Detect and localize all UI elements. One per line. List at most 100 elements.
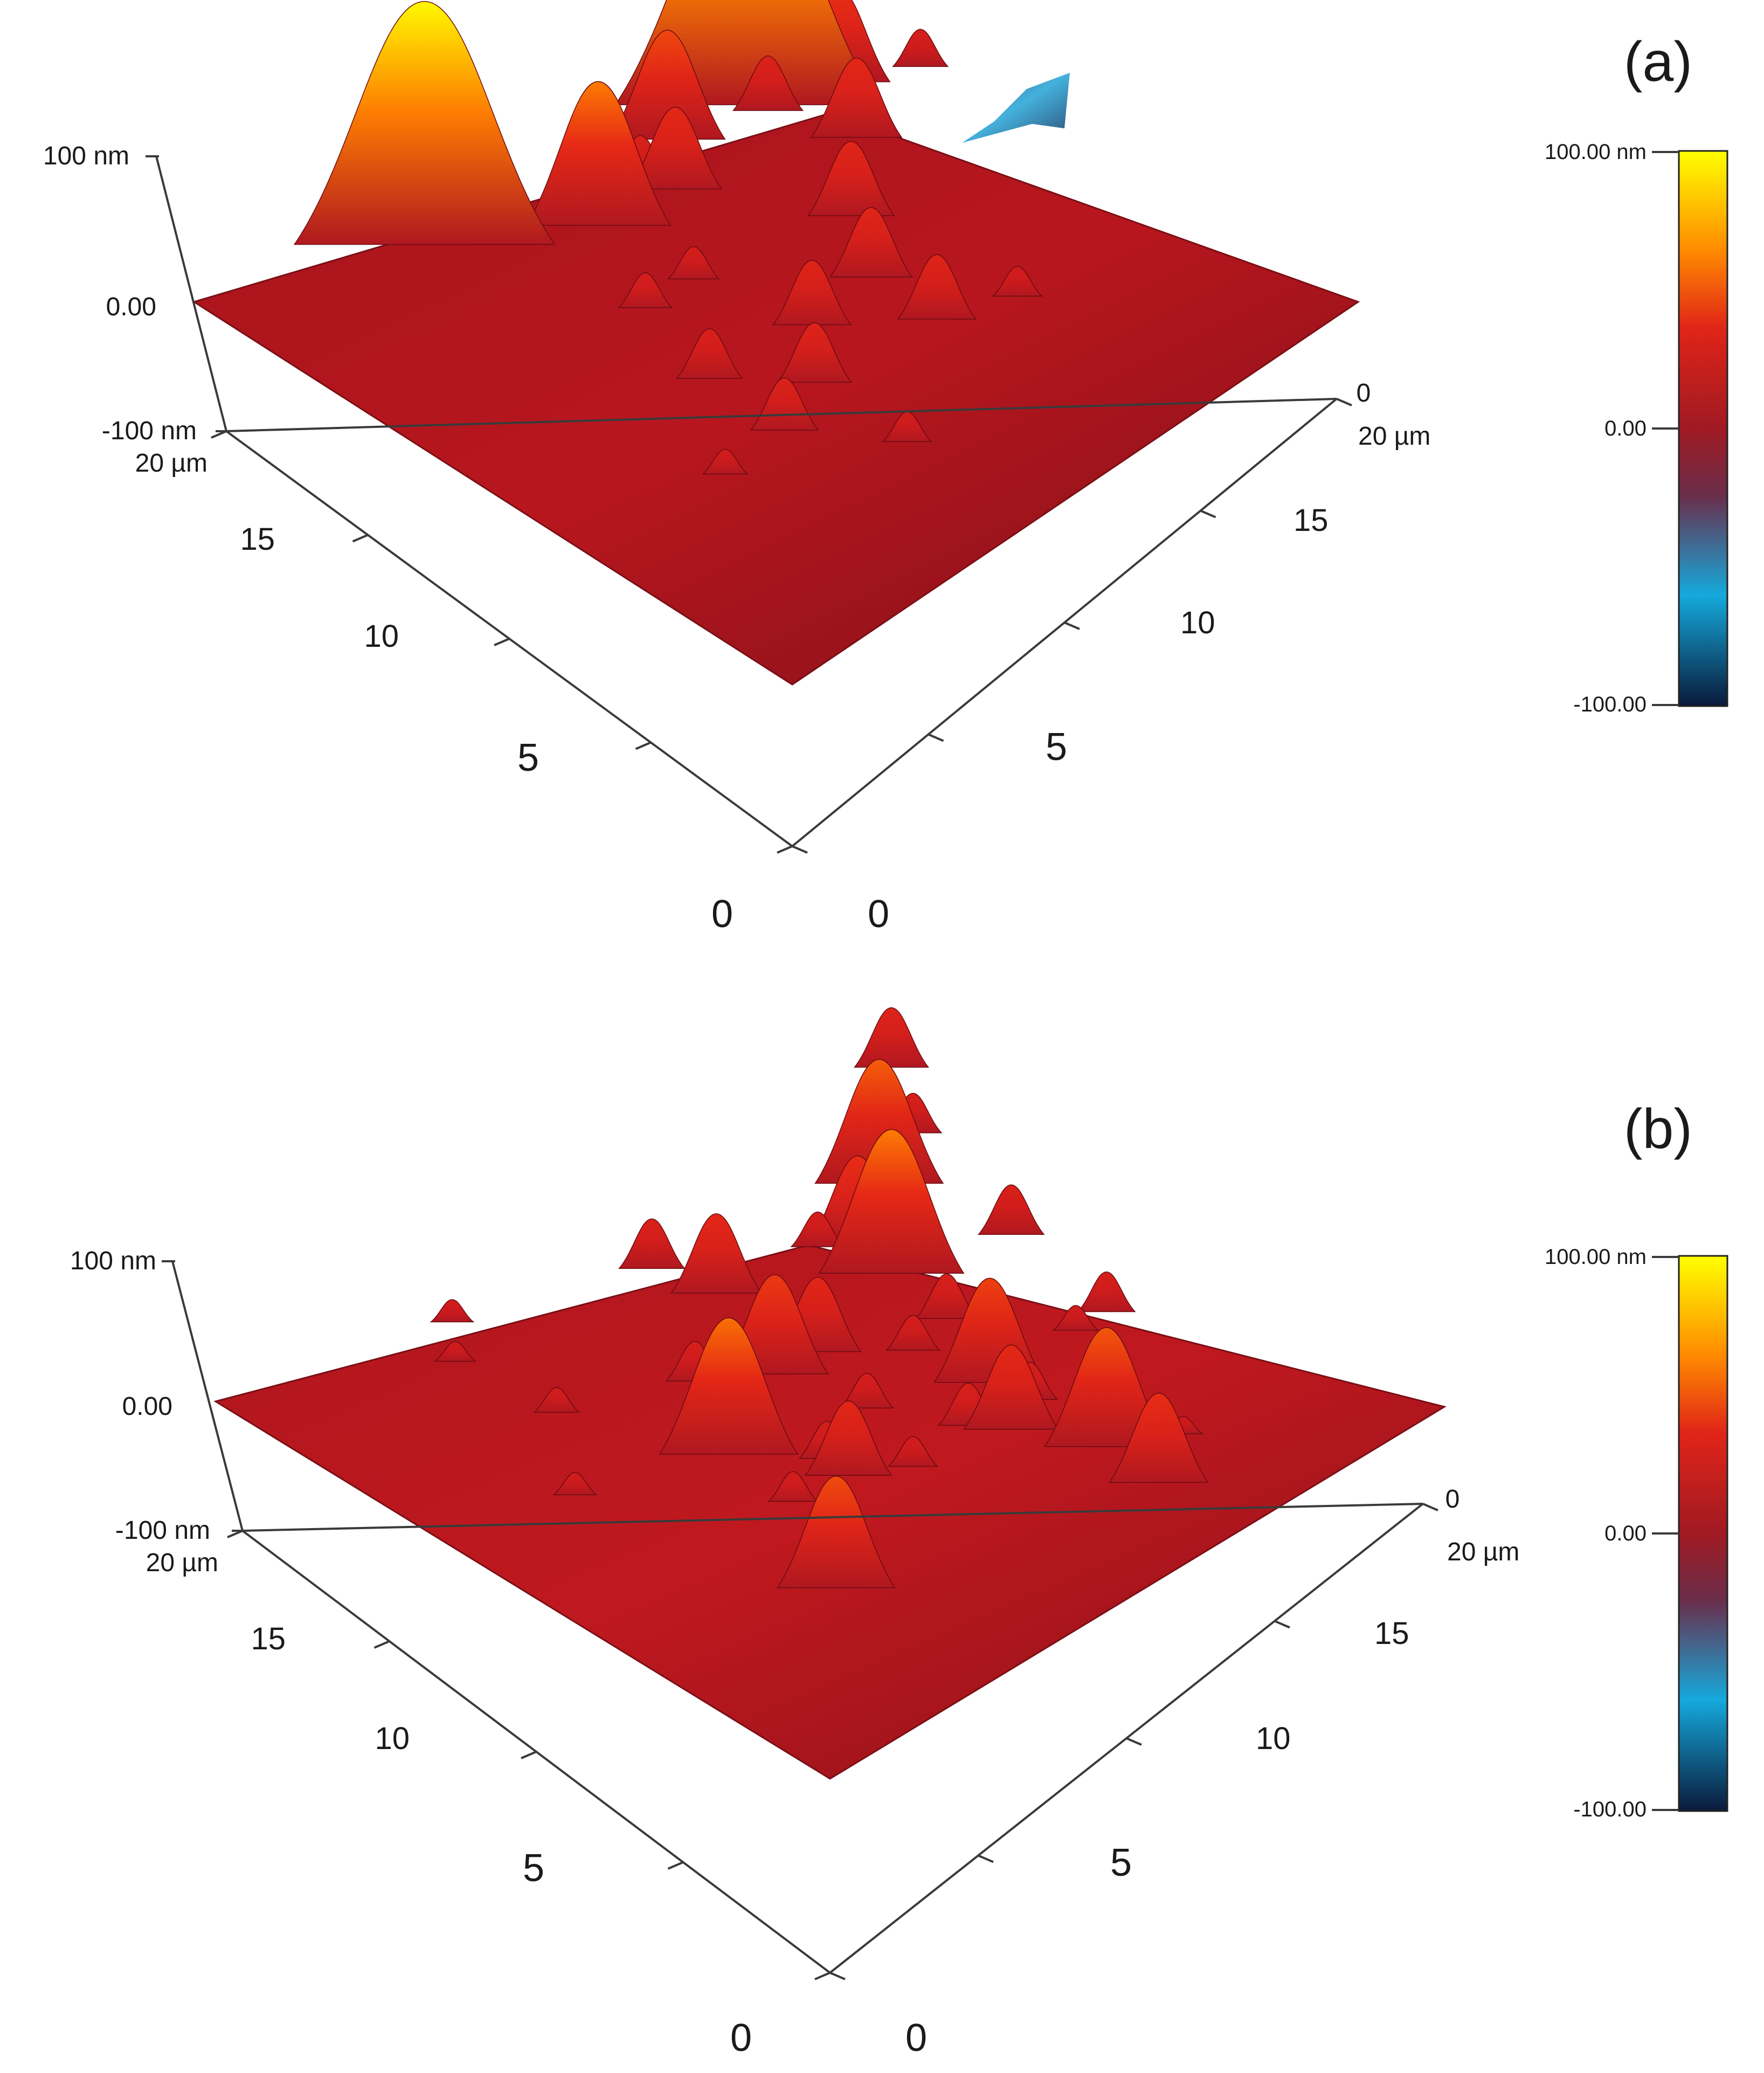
surface-peak: [897, 254, 977, 320]
surface-peak: [293, 1, 556, 245]
left-axis-label-15: 15: [240, 522, 275, 557]
surface-peak: [854, 1007, 929, 1068]
left-axis-tick: [667, 1861, 684, 1870]
surface-peak: [608, 30, 726, 140]
axis-ticks: [227, 1503, 1438, 1980]
right-axis-tick: [928, 733, 944, 742]
peak-group: [293, 0, 1043, 475]
panel-label: (b): [1624, 1098, 1692, 1160]
base-back-line: [226, 398, 1337, 432]
surface-peak: [676, 328, 743, 379]
surface-peak: [777, 1475, 896, 1588]
surface-peak: [767, 1471, 819, 1502]
surface-peak: [552, 1472, 598, 1495]
surface-peak: [777, 322, 853, 383]
surface-peak: [978, 1184, 1045, 1235]
surface-peak: [670, 1213, 763, 1294]
surface-peak: [772, 260, 852, 326]
surface-peak: [1077, 1272, 1136, 1312]
right-axis-label-15: 15: [1293, 503, 1329, 538]
colorbar-label-bottom: -100.00: [1573, 693, 1647, 716]
z-tick-label-zero: 0.00: [122, 1392, 172, 1421]
surface-peak: [807, 141, 895, 216]
left-axis-label-0: 0: [730, 2016, 752, 2060]
colorbar-label-top: 100.00 nm: [1545, 140, 1647, 164]
base-back-line: [242, 1503, 1423, 1532]
surface-pit: [962, 73, 1070, 143]
z-tick-label-zero: 0.00: [106, 293, 156, 321]
surface-peak: [659, 1317, 799, 1455]
panel-b: (b) 100 nm 0.00 -100 nm 20 µm 15 10 5 0 …: [70, 1007, 1728, 2060]
colorbar-gradient: [1678, 1255, 1728, 1812]
right-axis-label-20: 20 µm: [1447, 1538, 1519, 1566]
peak-group: [430, 1007, 1209, 1588]
left-axis-tick: [635, 741, 652, 750]
panel-a: (a) 100 nm 0.00 -100 nm 20 µm 15 10 5 0 …: [43, 0, 1728, 936]
left-axis-tick: [814, 1972, 831, 1980]
right-axis-tick: [1200, 509, 1216, 519]
left-axis-tick: [352, 534, 369, 543]
z-tick-label-top: 100 nm: [70, 1247, 156, 1275]
right-axis-label-5: 5: [1110, 1841, 1132, 1884]
left-axis-tick: [777, 845, 793, 854]
right-axis-tick: [1064, 621, 1080, 630]
z-axis-line: [155, 156, 227, 432]
z-axis-line: [171, 1261, 244, 1531]
surface-peak: [818, 1129, 965, 1274]
left-axis-label-0: 0: [711, 893, 733, 936]
left-axis-tick: [211, 430, 227, 439]
right-axis-label-0-top: 0: [1445, 1485, 1460, 1514]
surface-peak: [618, 1218, 686, 1269]
right-axis-label-0: 0: [868, 893, 889, 936]
right-axis-tick: [1274, 1620, 1290, 1629]
left-axis-tick: [373, 1640, 390, 1649]
surface-peak: [829, 207, 913, 278]
surface-peak: [1108, 1392, 1209, 1483]
left-axis-label-15: 15: [251, 1621, 286, 1656]
right-axis-label-10: 10: [1180, 605, 1215, 640]
colorbar-label-zero: 0.00: [1604, 417, 1647, 440]
z-tick-label-bottom: -100 nm: [102, 417, 197, 445]
left-axis-label-5: 5: [523, 1847, 544, 1890]
colorbar-label-top: 100.00 nm: [1545, 1245, 1647, 1269]
colorbar-gradient: [1678, 150, 1728, 707]
colorbar: 100.00 nm 0.00 -100.00: [1545, 1245, 1728, 1821]
surface-peak: [804, 1400, 893, 1476]
colorbar-label-bottom: -100.00: [1573, 1798, 1647, 1821]
surface-peak: [732, 56, 804, 111]
surface-peak: [533, 1387, 580, 1413]
surface-peak: [667, 246, 720, 280]
surface-peak: [963, 1344, 1060, 1430]
surface-peak: [628, 106, 723, 190]
right-axis-tick: [829, 1972, 846, 1980]
surface-peak: [433, 1340, 477, 1362]
surface-peak: [810, 57, 903, 138]
left-axis-label-5: 5: [517, 736, 539, 779]
left-axis-tick: [227, 1530, 243, 1538]
colorbar: 100.00 nm 0.00 -100.00: [1545, 140, 1728, 716]
right-axis-tick: [1126, 1737, 1142, 1746]
panel-label: (a): [1624, 31, 1692, 93]
left-axis-tick: [494, 638, 510, 646]
right-axis-tick: [1336, 398, 1352, 406]
left-axis-label-20: 20 µm: [135, 449, 207, 478]
colorbar-label-zero: 0.00: [1604, 1522, 1647, 1545]
right-axis-label-0: 0: [905, 2016, 927, 2060]
z-tick-label-bottom: -100 nm: [115, 1516, 210, 1545]
surface-peak: [525, 81, 672, 226]
surface-peak: [892, 29, 949, 67]
surface-peak: [887, 1436, 938, 1467]
left-axis-label-10: 10: [375, 1721, 410, 1756]
left-axis-label-10: 10: [364, 619, 399, 654]
surface-peak: [886, 1315, 940, 1351]
right-axis-label-20: 20 µm: [1358, 422, 1430, 451]
right-axis-label-0-top: 0: [1357, 379, 1371, 407]
surface-peak: [992, 266, 1043, 297]
right-axis-label-10: 10: [1256, 1721, 1291, 1756]
right-axis-label-15: 15: [1374, 1616, 1409, 1651]
surface-peak: [618, 272, 673, 308]
left-axis-tick: [521, 1751, 537, 1759]
surface-peak: [702, 448, 749, 475]
axis-ticks: [211, 398, 1352, 854]
